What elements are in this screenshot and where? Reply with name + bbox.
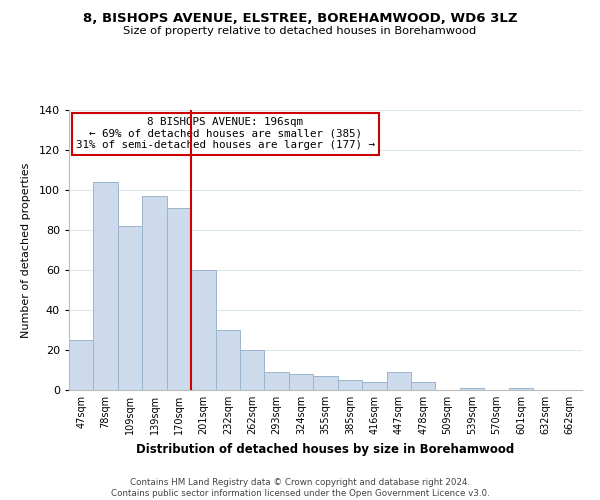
Bar (167, 208, 191, 390)
Bar (240, 350, 265, 390)
Text: 8, BISHOPS AVENUE, ELSTREE, BOREHAMWOOD, WD6 3LZ: 8, BISHOPS AVENUE, ELSTREE, BOREHAMWOOD,… (83, 12, 517, 26)
Bar (118, 226, 142, 390)
Bar (289, 374, 313, 390)
Bar (142, 196, 167, 390)
Text: Size of property relative to detached houses in Borehamwood: Size of property relative to detached ho… (124, 26, 476, 36)
Bar (191, 270, 215, 390)
Y-axis label: Number of detached properties: Number of detached properties (20, 162, 31, 338)
Bar (94, 182, 118, 390)
Text: 8 BISHOPS AVENUE: 196sqm
← 69% of detached houses are smaller (385)
31% of semi-: 8 BISHOPS AVENUE: 196sqm ← 69% of detach… (76, 117, 375, 150)
Bar (338, 380, 362, 390)
Bar (386, 372, 411, 390)
Bar (362, 382, 386, 390)
X-axis label: Distribution of detached houses by size in Borehamwood: Distribution of detached houses by size … (136, 442, 515, 456)
Bar (411, 382, 436, 390)
Bar (215, 330, 240, 390)
Bar (509, 388, 533, 390)
Bar (69, 340, 94, 390)
Text: Contains HM Land Registry data © Crown copyright and database right 2024.
Contai: Contains HM Land Registry data © Crown c… (110, 478, 490, 498)
Bar (313, 376, 338, 390)
Bar (460, 388, 484, 390)
Bar (265, 372, 289, 390)
